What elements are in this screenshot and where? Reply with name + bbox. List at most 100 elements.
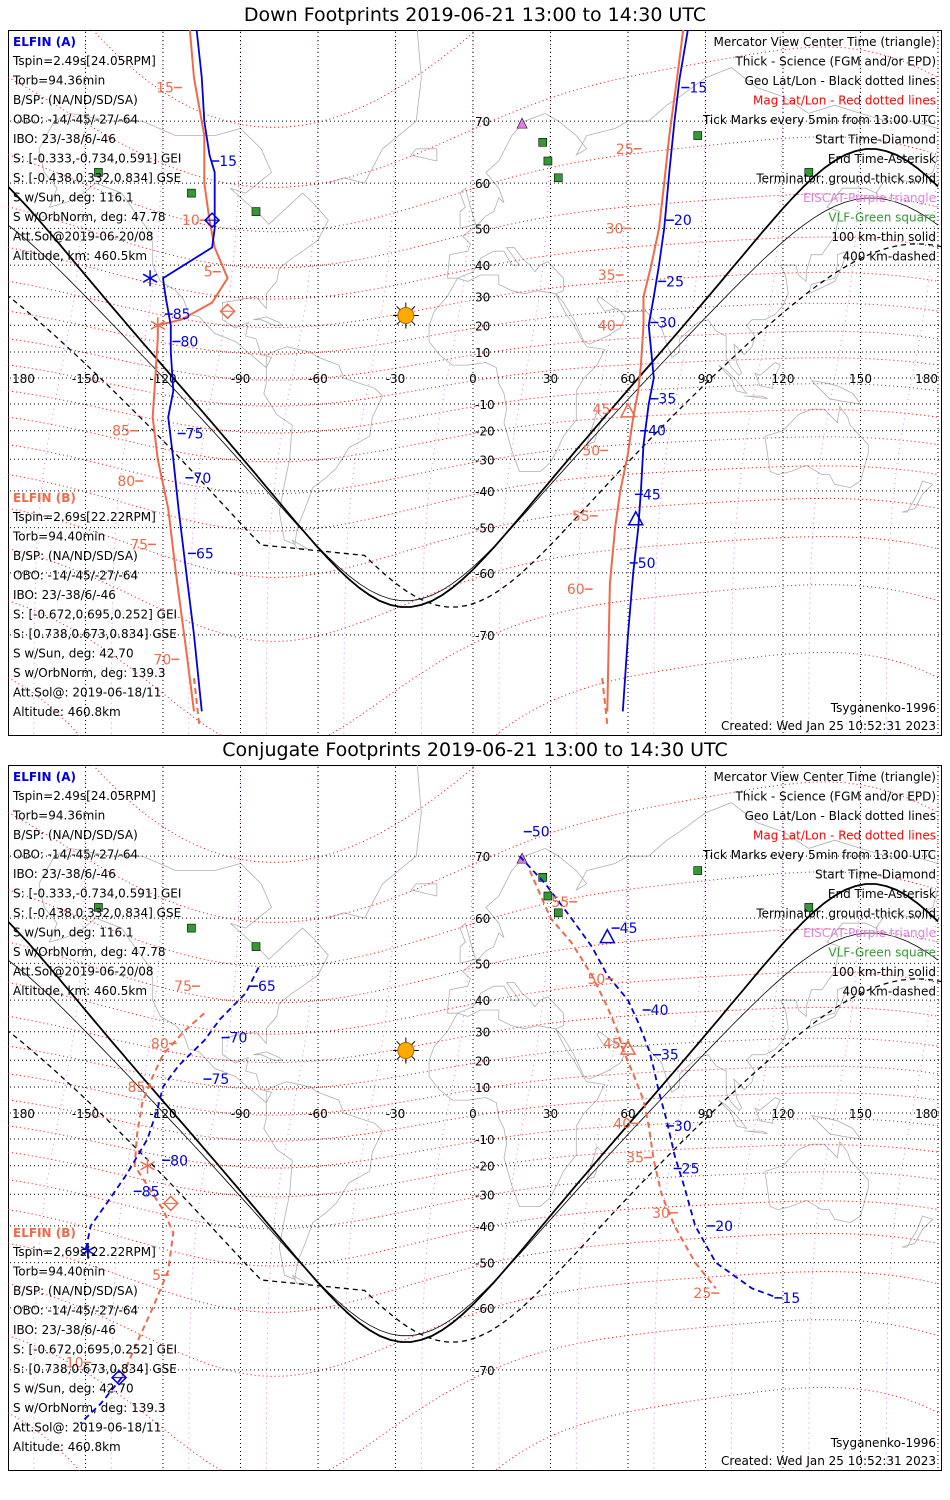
terminator-ground xyxy=(8,883,939,1343)
elfin-b-track xyxy=(606,30,685,712)
legend-line: Thick - Science (FGM and/or EPD) xyxy=(734,790,936,804)
terminator-ground xyxy=(8,148,939,608)
elfin-a-info-line: OBO: -14/-45/-27/-64 xyxy=(13,113,138,127)
legend-line: Mag Lat/Lon - Red dotted lines xyxy=(753,94,936,108)
lat-tick-label: -10 xyxy=(475,398,495,412)
elfin-a-label: ELFIN (A) xyxy=(13,35,76,49)
sun-ray xyxy=(411,305,416,311)
elfin-b-time-label: 30 xyxy=(652,1206,670,1222)
sun-disc xyxy=(397,307,415,325)
elfin-b-info-line: OBO: -14/-45/-27/-64 xyxy=(13,1304,138,1318)
coastline xyxy=(410,148,438,162)
lon-tick-label: 180 xyxy=(12,372,35,386)
sun-ray xyxy=(396,1040,401,1046)
elfin-a-time-label: 15 xyxy=(689,81,707,97)
mag-latitude-line xyxy=(8,465,939,532)
elfin-b-time-label: 70 xyxy=(154,652,172,668)
elfin-b-time-label: 25 xyxy=(616,142,634,158)
legend-line: VLF-Green square xyxy=(828,211,936,225)
elfin-b-time-label: 80 xyxy=(117,474,135,490)
model-label: Tsyganenko-1996 xyxy=(830,701,936,715)
conjugate-footprints-map: 180 -150 -120 -90 -60 -30 0 30 60 90 120 150 180 70 60… xyxy=(8,765,942,1471)
elfin-b-time-label: 10 xyxy=(66,1355,84,1371)
elfin-b-time-label: 80 xyxy=(151,1036,169,1052)
lat-tick-label: -20 xyxy=(475,1160,495,1174)
sun-disc xyxy=(397,1042,415,1060)
legend-line: VLF-Green square xyxy=(828,946,936,960)
elfin-a-time-label: 15 xyxy=(219,154,237,170)
elfin-a-time-label: 35 xyxy=(661,1048,679,1064)
elfin-b-info-line: IBO: 23/-38/6/-46 xyxy=(13,588,116,602)
coastline xyxy=(428,1013,606,1207)
vlf-square xyxy=(187,923,196,933)
coastline xyxy=(447,247,564,295)
coastline xyxy=(410,883,438,897)
sun-ray xyxy=(396,305,401,311)
lon-tick-label: 180 xyxy=(915,1107,938,1121)
elfin-a-track xyxy=(84,966,260,1252)
elfin-a-info-line: S: [-0.438,0.332,0.834] GSE xyxy=(13,171,181,185)
mag-latitude-line xyxy=(8,781,939,923)
legend-line: EISCAT-Purple triangle xyxy=(803,191,936,205)
sun-icon xyxy=(392,1037,419,1064)
legend-line: 400 km-dashed xyxy=(842,985,936,999)
vlf-square xyxy=(538,138,548,147)
elfin-a-time-label: 20 xyxy=(715,1219,733,1235)
lon-tick-label: 150 xyxy=(849,1107,872,1121)
legend-line: Geo Lat/Lon - Black dotted lines xyxy=(745,809,936,823)
lat-tick-label: -50 xyxy=(475,1257,495,1271)
lon-tick-label: 0 xyxy=(469,1107,477,1121)
lon-tick-label: 0 xyxy=(469,372,477,386)
legend-line: Geo Lat/Lon - Black dotted lines xyxy=(745,74,936,88)
lon-tick-label: -150 xyxy=(72,372,99,386)
vlf-square xyxy=(693,866,703,875)
lat-tick-label: -50 xyxy=(475,522,495,536)
coastline xyxy=(586,1146,603,1181)
elfin-a-time-label: 30 xyxy=(674,1119,692,1135)
down-footprints-map: 180 -150 -120 -90 -60 -30 0 30 60 90 120 150 1807060… xyxy=(8,30,942,736)
coastline xyxy=(586,411,603,446)
elfin-a-time-label: 65 xyxy=(196,546,214,562)
start-diamond-icon xyxy=(204,212,221,229)
elfin-b-info-line: Torb=94.40min xyxy=(12,530,105,544)
sun-ray xyxy=(411,1040,416,1046)
start-diamond-icon xyxy=(219,303,236,320)
elfin-b-info-line: S: [-0.672,0.695,0.252] GEI xyxy=(13,1343,177,1357)
elfin-b-time-label: 45 xyxy=(603,1036,621,1052)
elfin-b-info-line: Tspin=2.69s[22.22RPM] xyxy=(12,510,156,524)
elfin-a-time-label: 20 xyxy=(674,213,692,229)
elfin-a-info-line: IBO: 23/-38/6/-46 xyxy=(13,867,116,881)
coastline xyxy=(754,1097,781,1124)
elfin-a-info-line: S w/Sun, deg: 116.1 xyxy=(13,926,134,940)
coastline xyxy=(555,889,939,1111)
lat-tick-label: 70 xyxy=(475,850,490,864)
elfin-b-time-label: 50 xyxy=(582,443,600,459)
end-asterisk-icon xyxy=(80,1246,96,1256)
elfin-a-info-line: S w/OrbNorm, deg: 47.78 xyxy=(13,210,165,224)
legend-line: Terminator: ground-thick solid xyxy=(755,172,936,186)
lon-tick-label: 60 xyxy=(620,1107,635,1121)
sun-ray xyxy=(396,320,401,326)
created-timestamp: Created: Wed Jan 25 10:52:31 2023 xyxy=(721,1454,936,1468)
lat-tick-label: 30 xyxy=(475,1026,490,1040)
coastline xyxy=(764,405,869,489)
elfin-b-info-line: Altitude: 460.8km xyxy=(13,705,121,719)
coastline xyxy=(446,802,939,1014)
created-timestamp: Created: Wed Jan 25 10:52:31 2023 xyxy=(721,719,936,733)
elfin-b-time-label: 45 xyxy=(593,402,611,418)
coastline xyxy=(754,362,781,389)
coastline xyxy=(38,847,329,1104)
mag-latitude-line xyxy=(8,46,939,188)
lat-tick-label: -60 xyxy=(475,1302,495,1316)
coastline xyxy=(901,480,934,513)
mag-latitude-line xyxy=(92,765,478,863)
legend-line: Terminator: ground-thick solid xyxy=(755,907,936,921)
elfin-a-time-label: 80 xyxy=(170,1153,188,1169)
elfin-b-info-line: S w/OrbNorm, deg: 139.3 xyxy=(13,666,165,680)
elfin-a-time-label: 30 xyxy=(658,315,676,331)
sun-ray xyxy=(411,320,416,326)
elfin-a-time-label: 25 xyxy=(666,274,684,290)
coastline xyxy=(447,982,564,1030)
elfin-a-info-line: S w/OrbNorm, deg: 47.78 xyxy=(13,945,165,959)
elfin-b-time-label: 15 xyxy=(156,81,174,97)
